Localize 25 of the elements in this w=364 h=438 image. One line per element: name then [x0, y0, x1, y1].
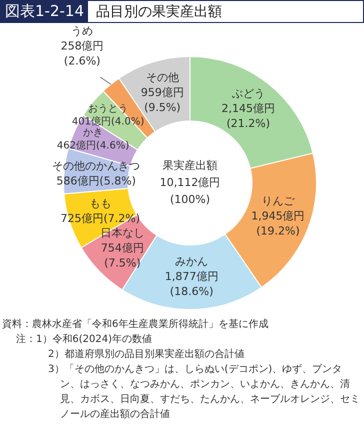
text: 果実産出額: [162, 158, 218, 172]
slice-label: もも: [89, 197, 112, 210]
data-label: 586億円(5.8%): [56, 174, 136, 188]
text: 注：1）令和6(2024)年の数値: [15, 332, 153, 347]
text: 10,112億円: [160, 176, 220, 189]
text: 2）都道府県別の品目別果実産出額の合計値: [47, 348, 246, 362]
chart-title: 図表1-2-14: [1, 1, 88, 22]
data-label: 959億円 (9.5%): [140, 86, 184, 114]
data-label: 2,145億円 (21.2%): [222, 102, 276, 130]
data-label: 1,877億円 (18.6%): [164, 270, 218, 298]
slice-label: その他: [146, 70, 179, 84]
text: 資料：農林水産省「令和6年生産農業所得統計」を基に作成: [2, 318, 270, 332]
slice-label: りんご: [261, 194, 296, 208]
slice-label: かき: [83, 128, 104, 139]
data-label: 1,945億円 (19.2%): [251, 210, 305, 238]
text: 3）「その他のかんきつ」は、しらぬい(デコポン)、ゆず、ブンタン、はっさく、なつみかん、ポンカン、いよかん、きんかん、清見、カボス、日向夏、すだち、たんかん、ネーブルオレンジ、セミノールの産出額の合計値: [47, 362, 360, 422]
slice-label: うめ: [71, 24, 94, 38]
data-label: 462億円(4.6%): [56, 140, 130, 152]
data-label: 754億円 (7.5%): [100, 242, 144, 270]
data-label: 258億円 (2.6%): [60, 39, 104, 68]
slice-label: その他のかんきつ: [52, 159, 140, 172]
slice-label: みかん: [175, 255, 208, 268]
slice-label: ぶどう: [232, 86, 265, 100]
text: (100%): [170, 192, 210, 206]
chart-subtitle: 品目別の果実産出額: [95, 2, 223, 22]
